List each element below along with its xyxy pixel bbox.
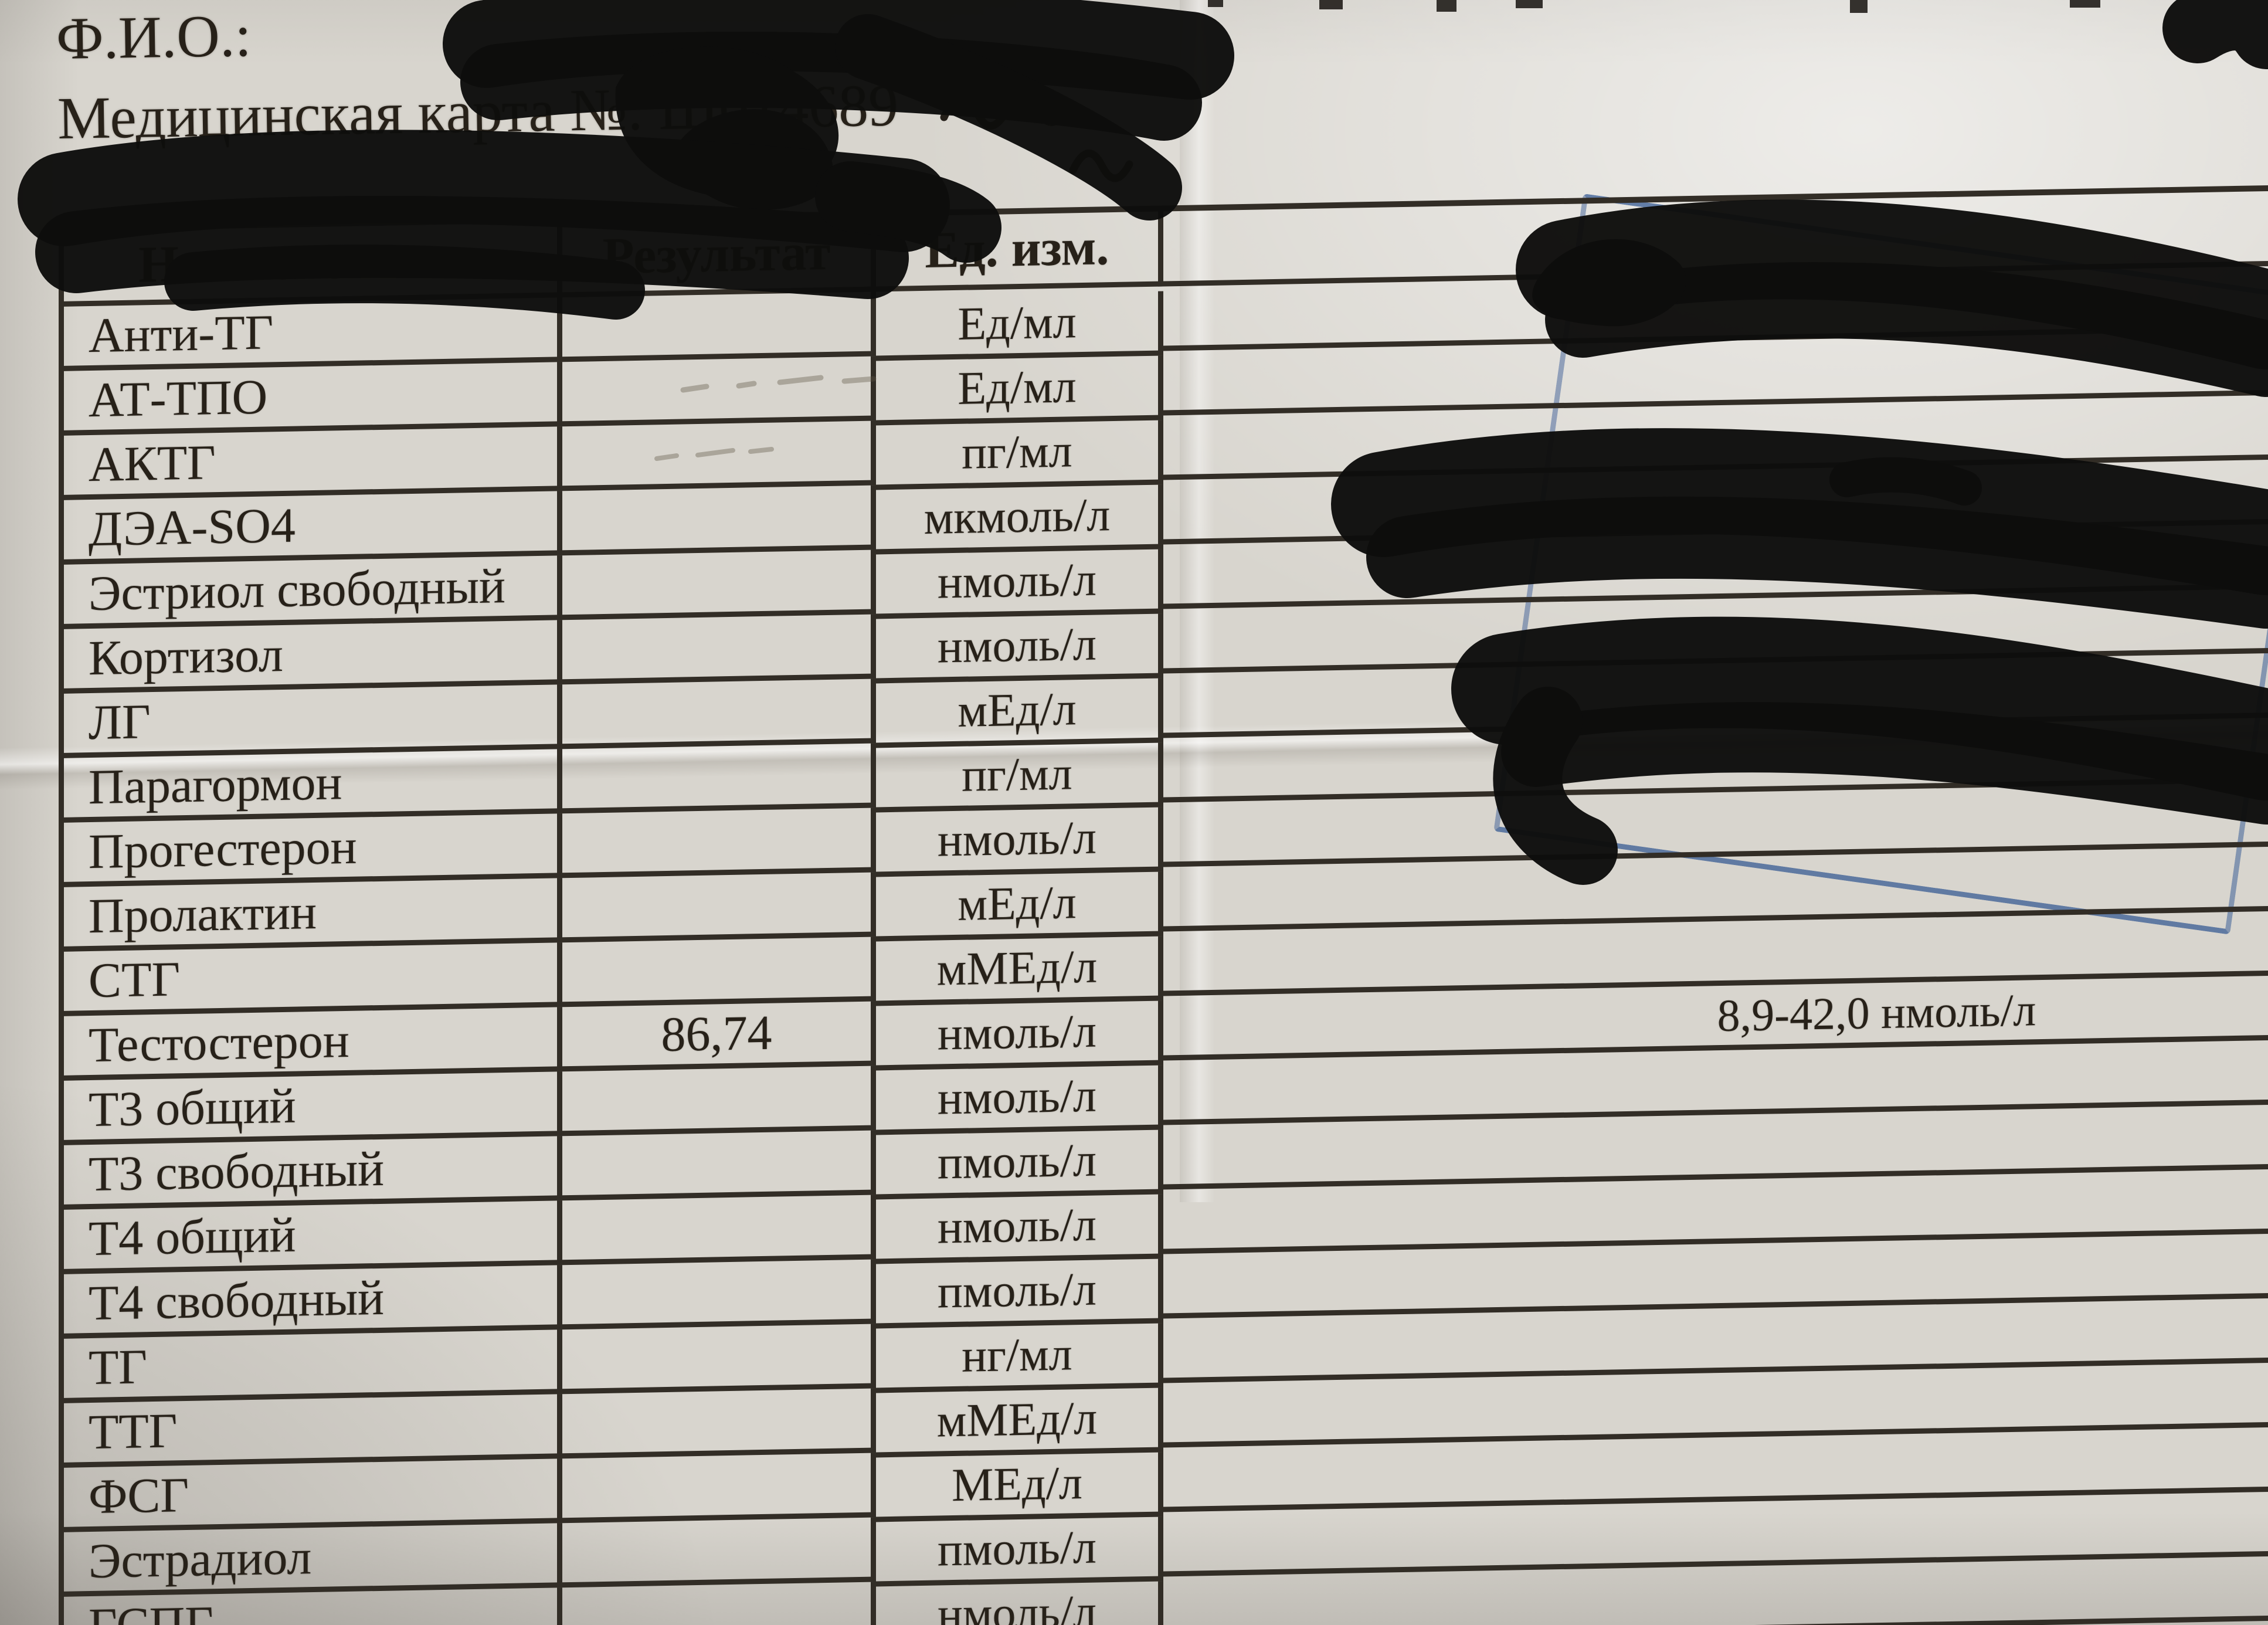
fio-line: Ф.И.О.:: [56, 0, 898, 74]
unit-value: мМЕд/л: [876, 1387, 1163, 1458]
unit-value: пмоль/л: [876, 1517, 1163, 1587]
analyte-name: Кортизол: [64, 620, 562, 694]
top-edge-text-fragments: [1208, 0, 2100, 13]
analyte-name: ЛГ: [64, 684, 562, 758]
unit-value: Ед/мл: [876, 291, 1163, 361]
result-value: [562, 1259, 876, 1330]
result-value: [562, 1388, 876, 1459]
result-value: [562, 1130, 876, 1201]
unit-value: МЕд/л: [876, 1452, 1163, 1522]
result-value: [562, 937, 876, 1007]
result-value: [562, 808, 876, 878]
card-line: Медицинская карта №: Ш014689: [57, 71, 899, 154]
result-value: [562, 872, 876, 943]
analyte-name: Т4 свободный: [64, 1265, 562, 1339]
unit-value: пг/мл: [876, 420, 1163, 490]
unit-value: пмоль/л: [876, 1129, 1163, 1200]
unit-value: нмоль/л: [876, 1000, 1163, 1071]
unit-value: пг/мл: [876, 742, 1163, 813]
unit-value: мкмоль/л: [876, 484, 1163, 555]
unit-value: нмоль/л: [876, 613, 1163, 684]
card-number: Ш014689: [658, 72, 899, 143]
unit-value: мМЕд/л: [876, 936, 1163, 1006]
unit-value: пмоль/л: [876, 1258, 1163, 1329]
result-value: [562, 356, 876, 427]
unit-value: мЕд/л: [876, 871, 1163, 942]
results-table-wrapper: Наименование Результат Ед. изм. Анти-ТГ …: [59, 185, 2268, 1625]
analyte-name: Тестостерон: [64, 1007, 562, 1081]
table-body: Анти-ТГ Ед/мл АТ-ТПО Ед/мл АКТГ пг/мл ДЭ…: [64, 266, 2268, 1625]
result-value: [562, 1517, 876, 1588]
result-value: [562, 291, 876, 362]
result-value: [562, 1195, 876, 1266]
result-value: [562, 1324, 876, 1395]
analyte-name: Т3 общий: [64, 1071, 562, 1145]
results-table: Наименование Результат Ед. изм. Анти-ТГ …: [59, 185, 2268, 1625]
result-value: [562, 679, 876, 749]
unit-value: нмоль/л: [876, 1194, 1163, 1264]
handwriting-fragment: [940, 93, 1133, 182]
redaction-corner-fragment: [2162, 0, 2268, 69]
header-result: Результат: [562, 216, 876, 298]
analyte-name: Пролактин: [64, 878, 562, 952]
result-value: [562, 614, 876, 685]
analyte-name: Т4 общий: [64, 1200, 562, 1274]
result-value: [562, 743, 876, 814]
result-value: [562, 1453, 876, 1524]
unit-value: нмоль/л: [876, 549, 1163, 619]
fio-label: Ф.И.О.:: [56, 2, 252, 72]
unit-value: Ед/мл: [876, 355, 1163, 426]
analyte-name: Анти-ТГ: [64, 297, 562, 371]
header-name: Наименование: [64, 222, 562, 307]
result-value: [562, 1582, 876, 1625]
analyte-name: Эстриол свободный: [64, 555, 562, 629]
analyte-name: ТГ: [64, 1329, 562, 1403]
unit-value: нмоль/л: [876, 1065, 1163, 1135]
analyte-name: Эстрадиол: [64, 1523, 562, 1597]
unit-value: мЕд/л: [876, 678, 1163, 748]
document-header: Ф.И.О.: Медицинская карта №: Ш014689: [56, 0, 899, 154]
result-value: 86,74: [562, 1001, 876, 1072]
result-value: [562, 420, 876, 491]
analyte-name: Парагормон: [64, 749, 562, 823]
result-value: [562, 1066, 876, 1137]
result-value: [562, 549, 876, 620]
card-label: Медицинская карта №:: [57, 76, 644, 152]
vertical-fold-crease: [1180, 0, 1215, 1202]
analyte-name: Прогестерон: [64, 813, 562, 887]
analyte-name: АКТГ: [64, 426, 562, 500]
result-value: [562, 485, 876, 556]
analyte-name: ДЭА-SO4: [64, 491, 562, 565]
analyte-name: Т3 свободный: [64, 1136, 562, 1210]
analyte-name: СТГ: [64, 942, 562, 1016]
unit-value: нмоль/л: [876, 807, 1163, 877]
analyte-name: ФСГ: [64, 1458, 562, 1532]
unit-value: нг/мл: [876, 1323, 1163, 1393]
unit-value: нмоль/л: [876, 1581, 1163, 1625]
header-unit: Ед. изм.: [876, 211, 1163, 292]
analyte-name: АТ-ТПО: [64, 362, 562, 436]
analyte-name: ТТГ: [64, 1394, 562, 1468]
